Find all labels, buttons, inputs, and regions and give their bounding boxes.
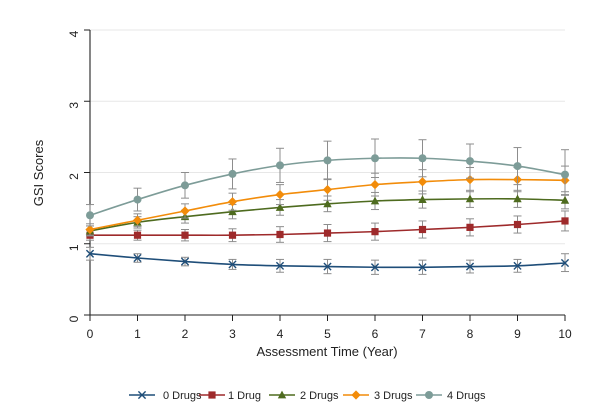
- legend-marker-3-drugs: [351, 390, 361, 400]
- legend-label-4-drugs: 4 Drugs: [447, 390, 486, 402]
- 3-drugs-point-3: [227, 197, 238, 207]
- 3-drugs-point-6: [370, 180, 380, 190]
- legend-item-3-drugs: 3 Drugs: [343, 390, 413, 402]
- 4-drugs-point-4: [276, 161, 284, 170]
- x-tick-label-8: 8: [467, 327, 474, 341]
- legend-item-2-drugs: 2 Drugs: [269, 390, 339, 402]
- 1-drug-point-9: [513, 220, 522, 229]
- 1-drug-point-8: [466, 223, 474, 231]
- y-tick-label-3: 3: [67, 102, 81, 109]
- x-tick-label-10: 10: [558, 327, 572, 341]
- legend-label-2-drugs: 2 Drugs: [300, 390, 339, 402]
- 3-drugs-point-2: [180, 206, 190, 216]
- 4-drugs-point-0: [86, 211, 94, 220]
- 3-drugs-point-0: [85, 224, 95, 235]
- x-tick-label-2: 2: [182, 327, 189, 341]
- 4-drugs-point-5: [323, 156, 332, 165]
- x-tick-label-9: 9: [514, 327, 521, 341]
- 3-drugs-point-4: [275, 189, 285, 200]
- legend-item-4-drugs: 4 Drugs: [416, 390, 486, 402]
- 4-drugs-point-10: [561, 170, 569, 179]
- 2-drugs-point-9: [513, 194, 522, 203]
- 1-drug-point-5: [323, 229, 332, 237]
- 2-drugs-point-8: [465, 194, 475, 203]
- 1-drug-point-10: [561, 217, 569, 225]
- legend-marker-1-drug: [208, 391, 216, 399]
- x-axis-label: Assessment Time (Year): [256, 344, 397, 359]
- legend-label-1-drug: 1 Drug: [228, 390, 261, 402]
- 1-drug-point-6: [371, 228, 379, 236]
- 4-drugs-point-3: [228, 169, 237, 178]
- legend: 0 Drugs 1 Drug 2 Drugs 3 Drugs 4 Drugs: [129, 390, 486, 402]
- legend-marker-2-drugs: [277, 390, 287, 399]
- 4-drugs-point-8: [466, 157, 474, 166]
- 4-drugs-point-1: [133, 195, 142, 204]
- 3-drugs-point-5: [322, 185, 333, 195]
- 1-drug-point-4: [276, 230, 284, 239]
- 3-drugs-point-7: [417, 177, 428, 187]
- y-tick-label-0: 0: [67, 315, 81, 322]
- 0-drugs-point-9: [513, 261, 522, 270]
- 4-drugs-point-9: [513, 162, 522, 171]
- x-tick-label-5: 5: [324, 327, 331, 341]
- 4-drugs-point-7: [418, 154, 427, 163]
- 2-drugs-point-6: [370, 196, 380, 205]
- 1-drug-point-3: [228, 231, 237, 239]
- y-axis-label: GSI Scores: [31, 139, 46, 206]
- 1-drug-point-1: [133, 231, 142, 239]
- 0-drugs-point-8: [465, 262, 475, 271]
- legend-label-0-drugs: 0 Drugs: [163, 390, 202, 402]
- 1-drug-point-2: [181, 231, 189, 239]
- series-4-drugs: [86, 138, 569, 227]
- 0-drugs-point-5: [323, 262, 332, 271]
- x-tick-label-7: 7: [419, 327, 426, 341]
- x-tick-label-1: 1: [134, 327, 141, 341]
- x-tick-label-3: 3: [229, 327, 236, 341]
- x-tick-label-6: 6: [372, 327, 379, 341]
- 1-drug-point-7: [418, 225, 427, 234]
- 2-drugs-point-4: [275, 203, 285, 211]
- 3-drugs-point-8: [465, 175, 475, 185]
- 0-drugs-point-6: [370, 263, 380, 272]
- 4-drugs-point-6: [371, 154, 379, 163]
- 2-drugs-point-10: [560, 195, 570, 204]
- x-tick-label-4: 4: [277, 327, 284, 341]
- 0-drugs-point-7: [418, 263, 427, 272]
- 3-drugs-point-1: [132, 215, 143, 225]
- 2-drugs-point-3: [228, 207, 237, 216]
- 0-drugs-point-1: [133, 253, 142, 263]
- 4-drugs-point-2: [181, 181, 189, 190]
- label-layer: Assessment Time (Year) GSI Scores 0 1 2 3 4 0…: [31, 30, 572, 359]
- y-tick-label-2: 2: [67, 173, 81, 180]
- y-tick-label-4: 4: [67, 30, 81, 37]
- 0-drugs-point-4: [275, 261, 285, 270]
- axes-layer: [84, 29, 566, 321]
- legend-item-0-drugs: 0 Drugs: [129, 390, 202, 402]
- 0-drugs-point-3: [228, 260, 237, 269]
- x-tick-label-0: 0: [87, 327, 94, 341]
- 0-drugs-point-0: [85, 249, 95, 258]
- 0-drugs-point-10: [560, 258, 570, 268]
- legend-marker-4-drugs: [425, 391, 433, 399]
- series-0-drugs: [85, 246, 570, 275]
- y-tick-label-1: 1: [67, 244, 81, 251]
- legend-label-3-drugs: 3 Drugs: [374, 390, 413, 402]
- 2-drugs-point-7: [418, 195, 427, 203]
- legend-marker-0-drugs: [137, 390, 147, 400]
- 2-drugs-point-5: [323, 199, 332, 208]
- series-layer: [85, 138, 570, 275]
- 0-drugs-point-2: [180, 257, 190, 266]
- legend-item-1-drug: 1 Drug: [199, 390, 261, 402]
